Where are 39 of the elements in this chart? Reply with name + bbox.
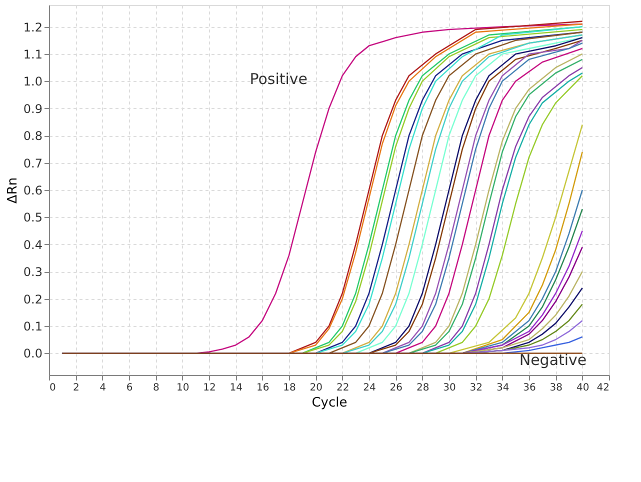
x-axis-title: Cycle	[312, 396, 348, 410]
x-tick-label: 14	[230, 382, 243, 394]
y-tick-label: 0.7	[23, 156, 42, 170]
y-tick-label: 0.1	[23, 320, 42, 334]
y-tick-label: 0.3	[23, 265, 42, 280]
x-tick-label: 18	[283, 382, 296, 394]
x-tick-label: 2	[72, 382, 80, 394]
annotation: Negative	[519, 351, 587, 370]
x-tick-label: 26	[390, 382, 403, 394]
y-tick-label: 0.0	[23, 346, 42, 361]
x-tick-label: 12	[203, 382, 216, 394]
x-tick-label: 4	[100, 382, 106, 394]
y-tick-label: 0.5	[23, 210, 42, 225]
x-tick-label: 32	[470, 382, 483, 394]
x-tick-label: 16	[256, 382, 270, 394]
x-tick-label: 42	[596, 382, 610, 394]
y-tick-label: 0.2	[23, 292, 42, 306]
y-tick-label: 0.6	[23, 184, 42, 198]
x-tick-label: 24	[363, 382, 376, 394]
x-tick-label: 38	[550, 382, 563, 394]
x-tick-label: 10	[176, 382, 190, 394]
x-tick-label: 30	[443, 382, 456, 394]
annotation: Positive	[250, 70, 308, 88]
x-tick-label: 8	[152, 382, 160, 394]
y-tick-label: 0.8	[23, 129, 42, 144]
y-tick-label: 1.1	[23, 47, 42, 62]
x-tick-label: 28	[416, 382, 430, 394]
y-tick-label: 1.2	[23, 20, 42, 34]
y-axis-title: ΔRn	[5, 177, 20, 204]
x-tick-label: 36	[523, 382, 536, 394]
y-tick-label: 1.0	[23, 74, 42, 89]
x-tick-label: 20	[310, 382, 323, 394]
x-tick-label: 0	[50, 382, 56, 394]
y-tick-label: 0.9	[23, 102, 42, 116]
x-tick-label: 6	[126, 382, 133, 394]
x-tick-label: 40	[576, 382, 590, 394]
x-tick-label: 34	[496, 382, 510, 394]
y-tick-label: 0.4	[23, 238, 42, 252]
x-tick-label: 22	[336, 382, 350, 394]
